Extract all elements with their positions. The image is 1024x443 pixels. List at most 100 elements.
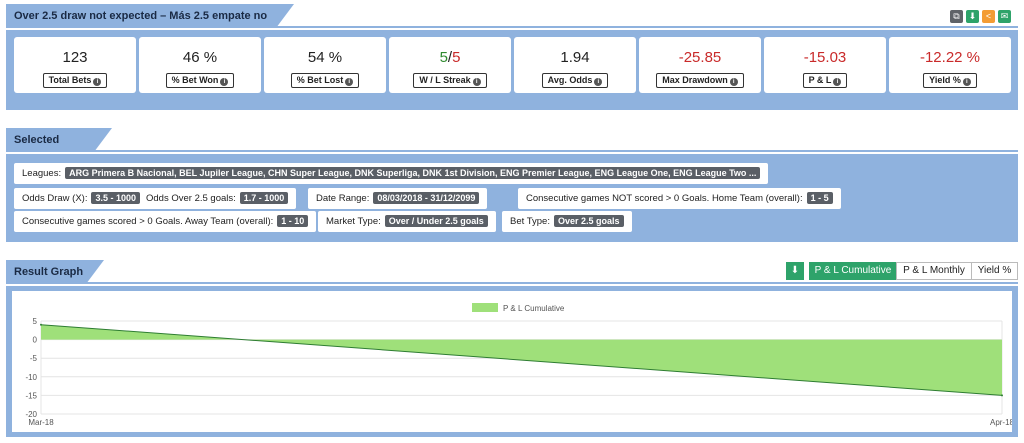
info-icon[interactable]: i — [833, 78, 842, 86]
stat-value: -15.03 — [803, 49, 847, 66]
stat-label-text: Max Drawdown — [662, 75, 728, 85]
filter-cons-not-scored: Consecutive games NOT scored > 0 Goals. … — [518, 188, 841, 209]
mail-icon[interactable]: ✉ — [998, 10, 1011, 23]
header-bar: Over 2.5 draw not expected – Más 2.5 emp… — [6, 4, 1018, 46]
graph-panel: 5 0 -5 -10 -15 -20 Mar-18 Apr-18 P & L Cumulati… — [6, 286, 1018, 437]
stat-label[interactable]: Avg. Odds i — [541, 73, 609, 88]
chart-series — [40, 323, 1003, 397]
x-tick-label: Apr-18 — [990, 418, 1012, 427]
legend-label: P & L Cumulative — [503, 304, 565, 313]
filter-cons-scored: Consecutive games scored > 0 Goals. Away… — [14, 211, 317, 232]
stat-label-text: % Bet Won — [171, 75, 219, 85]
stat-label[interactable]: W / L Streak i — [413, 73, 487, 88]
filter-label: Odds Over 2.5 goals: — [146, 193, 236, 204]
share-icon[interactable]: < — [982, 10, 995, 23]
legend-swatch — [472, 303, 498, 312]
filters-panel: Leagues: ARG Primera B Nacional, BEL Jupi… — [6, 154, 1018, 242]
stat-value: -25.85 — [678, 49, 722, 66]
stat-label-text: Avg. Odds — [547, 75, 593, 85]
filters-title: Selected Filters — [6, 128, 112, 170]
stat-label-text: % Bet Lost — [296, 75, 344, 85]
info-icon[interactable]: i — [93, 78, 102, 86]
graph-download-icon[interactable]: ⬇ — [786, 262, 804, 280]
graph-title: Result Graph — [6, 260, 104, 284]
stat-value: 54 % — [307, 49, 343, 66]
filter-value: Over / Under 2.5 goals — [384, 215, 488, 227]
graph-header: Result Graph — [6, 260, 1018, 284]
y-tick-label: -10 — [25, 373, 37, 382]
tab-yield[interactable]: Yield % — [971, 262, 1018, 280]
stat-label-text: W / L Streak — [419, 75, 471, 85]
stat-label[interactable]: % Bet Lost i — [290, 73, 360, 88]
stat-bet-won: 46 % % Bet Won i — [139, 37, 261, 93]
filter-label: Bet Type: — [510, 216, 550, 227]
stat-value: 1.94 — [560, 49, 590, 66]
tab-pl-cumulative[interactable]: P & L Cumulative — [809, 262, 897, 280]
stat-label-text: Yield % — [929, 75, 961, 85]
info-icon[interactable]: i — [220, 78, 229, 86]
streak-won: 5 — [439, 49, 448, 66]
stat-value: -12.22 % — [919, 49, 981, 66]
stat-value: 46 % — [182, 49, 218, 66]
stat-label[interactable]: % Bet Won i — [165, 73, 235, 88]
filter-value: 08/03/2018 - 31/12/2099 — [373, 192, 480, 204]
info-icon[interactable]: i — [729, 78, 738, 86]
filter-leagues: Leagues: ARG Primera B Nacional, BEL Jupi… — [14, 163, 769, 184]
filter-value: 1.7 - 1000 — [239, 192, 289, 204]
y-tick-label: -5 — [30, 354, 38, 363]
filter-value: 3.5 - 1000 — [91, 192, 140, 204]
filter-date-range: Date Range: 08/03/2018 - 31/12/2099 — [308, 188, 488, 209]
stat-value: 123 — [62, 49, 88, 66]
info-icon[interactable]: i — [345, 78, 354, 86]
stat-max-drawdown: -25.85 Max Drawdown i — [639, 37, 761, 93]
filter-value: ARG Primera B Nacional, BEL Jupiler Leag… — [65, 167, 761, 179]
tab-pl-monthly[interactable]: P & L Monthly — [896, 262, 972, 280]
data-point — [40, 323, 42, 326]
header-divider — [6, 26, 1018, 28]
stat-label[interactable]: Yield % i — [923, 73, 977, 88]
chart-legend: P & L Cumulative — [472, 303, 565, 313]
filter-label: Consecutive games NOT scored > 0 Goals. … — [526, 193, 803, 204]
info-icon[interactable]: i — [962, 78, 971, 86]
download-icon[interactable]: ⬇ — [966, 10, 979, 23]
y-tick-label: -15 — [25, 391, 37, 400]
filter-bet-type: Bet Type: Over 2.5 goals — [502, 211, 632, 232]
stats-panel: 123 Total Bets i 46 % % Bet Won i 54 % % B… — [6, 30, 1018, 110]
filters-divider — [6, 150, 1018, 152]
y-tick-label: 0 — [33, 336, 38, 345]
streak-lost: 5 — [452, 49, 461, 66]
filter-label: Date Range: — [316, 193, 370, 204]
filter-value: 1 - 5 — [806, 192, 833, 204]
filter-label: Consecutive games scored > 0 Goals. Away… — [22, 216, 274, 227]
info-icon[interactable]: i — [472, 78, 481, 86]
series-line — [40, 324, 1003, 396]
stat-label-text: Total Bets — [48, 75, 92, 85]
stat-yield: -12.22 % Yield % i — [889, 37, 1011, 93]
stat-avg-odds: 1.94 Avg. Odds i — [514, 37, 636, 93]
copy-icon[interactable]: ⧉ — [950, 10, 963, 23]
stat-bet-lost: 54 % % Bet Lost i — [264, 37, 386, 93]
filter-label: Leagues: — [22, 168, 62, 179]
filter-value: 1 - 10 — [277, 215, 309, 227]
graph-divider — [6, 282, 1018, 284]
info-icon[interactable]: i — [594, 78, 603, 86]
filter-label: Odds Draw (X): — [22, 193, 88, 204]
page-title: Over 2.5 draw not expected – Más 2.5 emp… — [6, 4, 294, 46]
stat-label[interactable]: Total Bets i — [42, 73, 108, 88]
filter-value: Over 2.5 goals — [553, 215, 624, 227]
data-point — [1001, 394, 1003, 397]
stat-total-bets: 123 Total Bets i — [14, 37, 136, 93]
filter-market-type: Market Type: Over / Under 2.5 goals — [318, 211, 496, 232]
filters-header: Selected Filters — [6, 128, 1018, 170]
y-tick-label: -20 — [25, 410, 37, 419]
filter-label: Market Type: — [326, 216, 381, 227]
stat-wl-streak: 5/5 W / L Streak i — [389, 37, 511, 93]
stat-label[interactable]: Max Drawdown i — [656, 73, 744, 88]
stat-label-text: P & L — [808, 75, 832, 85]
filter-odds: Odds Draw (X): 3.5 - 1000 Odds Over 2.5 go… — [14, 188, 297, 209]
y-tick-label: 5 — [33, 317, 38, 326]
